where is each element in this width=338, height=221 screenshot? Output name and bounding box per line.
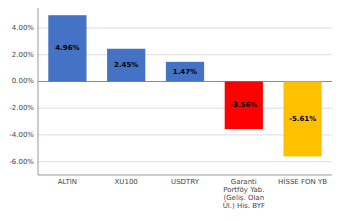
bar bbox=[48, 15, 86, 81]
y-tick-label: -2.00% bbox=[9, 104, 34, 112]
y-tick-label: -4.00% bbox=[9, 131, 34, 139]
data-label: 2.45% bbox=[114, 61, 138, 69]
data-label: 4.96% bbox=[55, 44, 79, 52]
bar bbox=[283, 81, 321, 156]
x-axis-line bbox=[38, 175, 332, 176]
bars bbox=[48, 15, 321, 156]
x-tick-label: XU100 bbox=[115, 178, 138, 186]
bar bbox=[166, 62, 204, 82]
chart: -6.00% -4.00% -2.00% 0.00% 2.00% 4.00% 4.96% 2.… bbox=[0, 0, 338, 221]
bar bbox=[225, 81, 263, 129]
y-tick-label: 0.00% bbox=[12, 77, 35, 85]
x-tick-label: HİSSE FON YB bbox=[278, 177, 327, 186]
data-label: -3.56% bbox=[230, 101, 257, 109]
data-label: -5.61% bbox=[289, 115, 316, 123]
x-tick-label: GarantiPortföy Yab.(Geliş. OlanÜl.) His.… bbox=[223, 178, 265, 210]
y-axis: -6.00% -4.00% -2.00% 0.00% 2.00% 4.00% bbox=[9, 24, 34, 166]
y-tick-label: 2.00% bbox=[12, 51, 35, 59]
y-axis-line bbox=[38, 8, 39, 175]
data-label: 1.47% bbox=[173, 68, 197, 76]
x-tick-label: ALTIN bbox=[58, 178, 77, 186]
bar bbox=[107, 49, 145, 82]
data-labels: 4.96% 2.45% 1.47% -3.56% -5.61% bbox=[55, 44, 316, 123]
grid-line bbox=[38, 161, 332, 162]
y-tick-label: -6.00% bbox=[9, 158, 34, 166]
x-axis: ALTIN XU100 USDTRY GarantiPortföy Yab.(Geli… bbox=[58, 177, 328, 210]
y-tick-label: 4.00% bbox=[12, 24, 35, 32]
x-tick-label: USDTRY bbox=[171, 178, 200, 186]
